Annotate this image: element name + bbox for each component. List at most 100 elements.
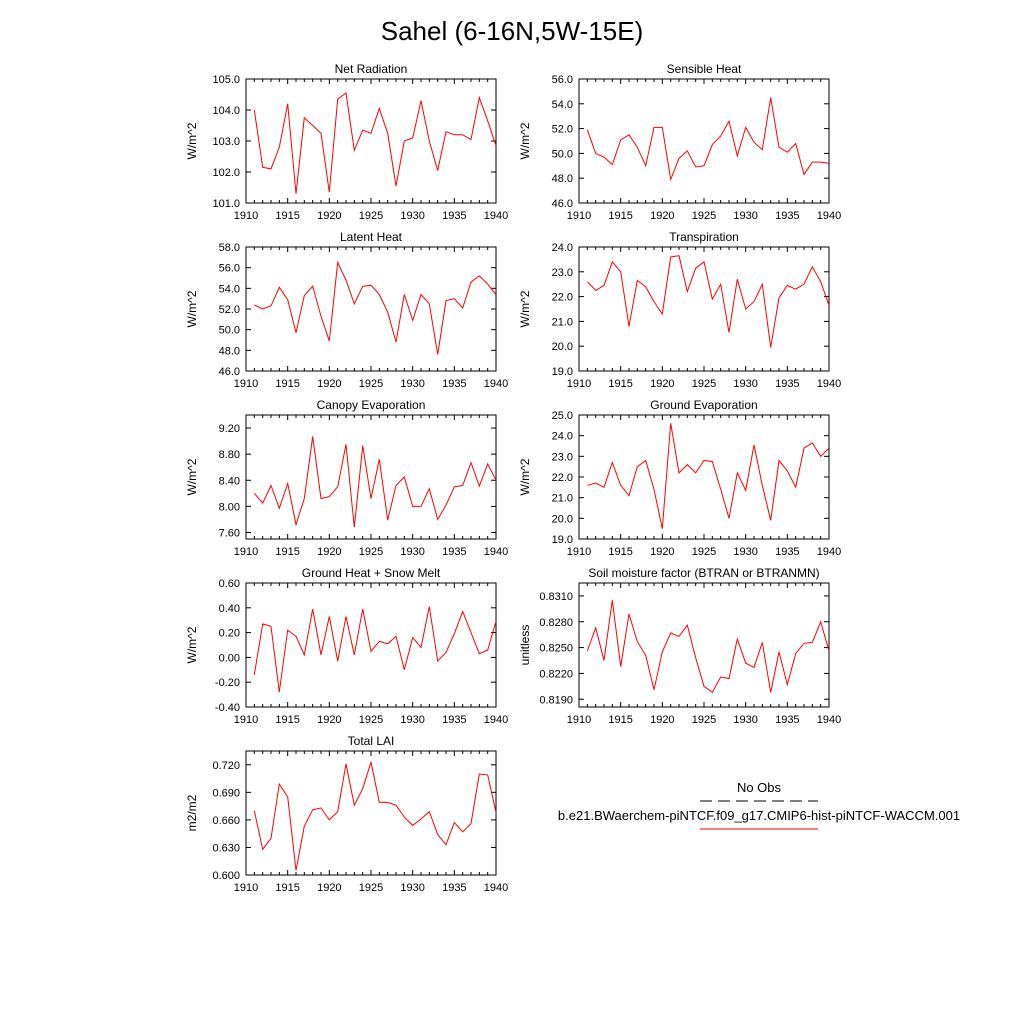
x-tick-label: 1930 [733, 210, 757, 222]
y-tick-label: 0.630 [212, 842, 240, 854]
panel-7: Soil moisture factor (BTRAN or BTRANMN) 1… [518, 566, 841, 726]
y-axis-label: m2/m2 [185, 794, 199, 831]
x-tick-label: 1935 [775, 378, 799, 390]
y-tick-label: 102.0 [212, 167, 240, 179]
panel-8: Total LAI 1910 1915 1920 1925 1930 1935 1940 0.6… [185, 734, 508, 894]
y-tick-label: 21.0 [552, 316, 573, 328]
x-tick-label: 1915 [608, 546, 632, 558]
y-axis-label: unitless [518, 625, 532, 666]
y-tick-label: 23.0 [552, 451, 573, 463]
series-line [253, 761, 497, 871]
y-tick-label: 7.60 [219, 527, 240, 539]
x-tick-label: 1915 [275, 714, 299, 726]
panel-title: Transpiration [669, 230, 739, 244]
x-tick-label: 1940 [484, 378, 508, 390]
x-tick-label: 1930 [400, 546, 424, 558]
panel-title: Net Radiation [335, 62, 408, 76]
x-tick-label: 1925 [692, 714, 716, 726]
panel-4: Canopy Evaporation 1910 1915 1920 1925 1930 19… [185, 398, 508, 558]
series-line [253, 92, 497, 194]
figure-title: Sahel (6-16N,5W-15E) [381, 16, 644, 46]
x-tick-label: 1920 [650, 378, 674, 390]
x-tick-label: 1930 [400, 210, 424, 222]
x-tick-label: 1925 [692, 378, 716, 390]
x-tick-label: 1935 [442, 882, 466, 894]
x-tick-label: 1940 [484, 546, 508, 558]
x-tick-label: 1925 [359, 714, 383, 726]
panel-title: Sensible Heat [667, 62, 742, 76]
plot-frame [578, 414, 830, 540]
panel-title: Ground Heat + Snow Melt [302, 566, 441, 580]
x-tick-label: 1920 [650, 546, 674, 558]
x-tick-label: 1915 [275, 210, 299, 222]
y-axis-label: W/m^2 [518, 290, 532, 327]
x-tick-label: 1940 [817, 714, 841, 726]
plot-frame [245, 78, 497, 204]
x-tick-label: 1925 [359, 210, 383, 222]
panel-1: Sensible Heat 1910 1915 1920 1925 1930 1935 194… [518, 62, 841, 222]
panel-title: Soil moisture factor (BTRAN or BTRANMN) [588, 566, 819, 580]
x-tick-label: 1935 [775, 714, 799, 726]
x-tick-label: 1935 [442, 210, 466, 222]
panel-6: Ground Heat + Snow Melt 1910 1915 1920 1925 1… [185, 566, 508, 726]
y-tick-label: 0.660 [212, 815, 240, 827]
x-tick-label: 1915 [608, 210, 632, 222]
y-tick-label: 0.690 [212, 787, 240, 799]
y-tick-label: 46.0 [219, 366, 240, 378]
y-tick-label: 0.00 [219, 652, 240, 664]
plot-frame [245, 750, 497, 876]
y-tick-label: 23.0 [552, 267, 573, 279]
y-tick-label: 21.0 [552, 493, 573, 505]
y-tick-label: 103.0 [212, 136, 240, 148]
x-tick-label: 1910 [234, 210, 258, 222]
y-axis-label: W/m^2 [518, 122, 532, 159]
y-axis-label: W/m^2 [518, 458, 532, 495]
y-axis-label: W/m^2 [185, 290, 199, 327]
y-tick-label: 24.0 [552, 431, 573, 443]
x-tick-label: 1915 [608, 714, 632, 726]
plot-frame [245, 582, 497, 708]
y-tick-label: 48.0 [552, 173, 573, 185]
y-tick-label: 56.0 [552, 74, 573, 86]
y-tick-label: 8.00 [219, 501, 240, 513]
y-tick-label: 0.40 [219, 603, 240, 615]
x-tick-label: 1915 [275, 882, 299, 894]
x-tick-label: 1930 [733, 378, 757, 390]
x-tick-label: 1940 [484, 714, 508, 726]
x-tick-label: 1920 [317, 714, 341, 726]
x-tick-label: 1910 [234, 714, 258, 726]
x-tick-label: 1910 [567, 378, 591, 390]
y-tick-label: 20.0 [552, 341, 573, 353]
x-tick-label: 1915 [275, 546, 299, 558]
plot-frame [578, 582, 830, 708]
panel-3: Transpiration 1910 1915 1920 1925 1930 1935 194… [518, 230, 841, 390]
legend-case-label: b.e21.BWaerchem-piNTCF.f09_g17.CMIP6-his… [558, 808, 960, 823]
series-line [253, 606, 497, 693]
y-tick-label: 0.20 [219, 628, 240, 640]
y-tick-label: 0.8310 [539, 591, 573, 603]
x-tick-label: 1935 [442, 378, 466, 390]
panel-title: Total LAI [348, 734, 395, 748]
x-tick-label: 1940 [484, 882, 508, 894]
x-tick-label: 1930 [400, 714, 424, 726]
y-tick-label: 0.8220 [539, 668, 573, 680]
x-tick-label: 1915 [275, 378, 299, 390]
y-tick-label: 0.8190 [539, 694, 573, 706]
x-tick-label: 1930 [400, 882, 424, 894]
y-tick-label: 22.0 [552, 292, 573, 304]
plot-frame [245, 246, 497, 372]
x-tick-label: 1910 [567, 546, 591, 558]
y-axis-label: W/m^2 [185, 626, 199, 663]
y-tick-label: 52.0 [552, 124, 573, 136]
y-tick-label: 50.0 [552, 148, 573, 160]
plot-frame [578, 78, 830, 204]
y-tick-label: 54.0 [552, 99, 573, 111]
panel-title: Canopy Evaporation [317, 398, 426, 412]
legend-obs-label: No Obs [737, 780, 782, 795]
x-tick-label: 1935 [775, 210, 799, 222]
x-tick-label: 1940 [817, 210, 841, 222]
series-line [254, 260, 497, 355]
plot-frame [578, 246, 830, 372]
